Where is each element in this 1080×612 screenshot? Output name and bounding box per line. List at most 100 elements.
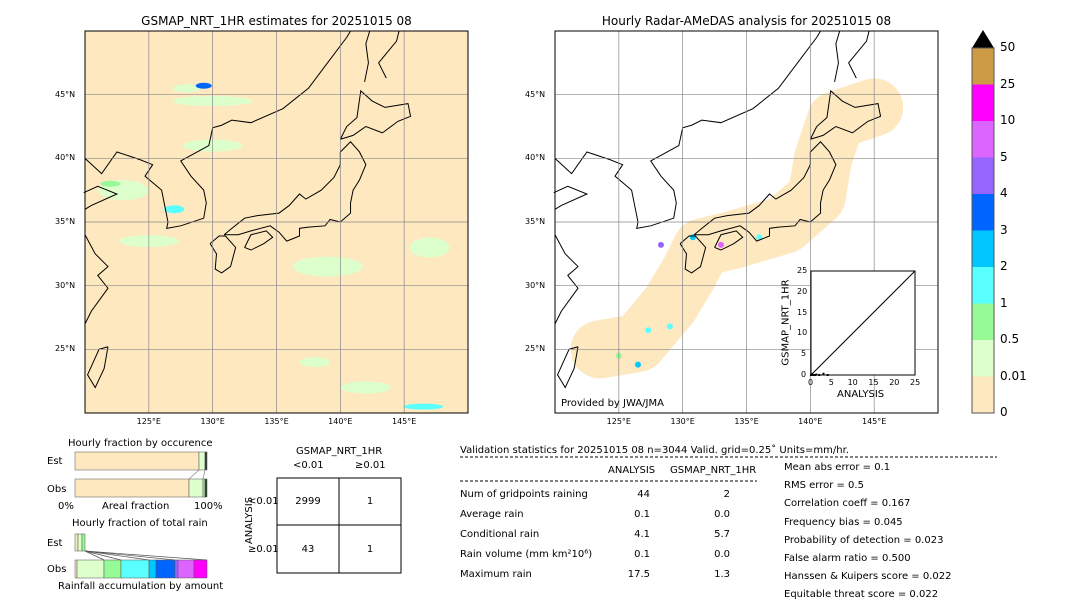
left-map-frame — [84, 30, 469, 414]
rain-patch — [100, 180, 121, 187]
colorbar-label: 25 — [1000, 76, 1016, 91]
right-lat-tick: 30°N — [525, 280, 546, 290]
colorbar-label: 2 — [1000, 259, 1008, 273]
connector — [84, 550, 176, 561]
rain-cell — [756, 234, 763, 241]
coastline — [693, 141, 837, 242]
scatter-point — [818, 374, 821, 376]
colorbar-extend-arrow — [972, 30, 994, 48]
colorbar-label: 3 — [1000, 222, 1008, 237]
stats-header: Validation statistics for 20251015 08 n=… — [460, 445, 849, 456]
coastline — [244, 230, 274, 251]
contingency-col-2: ≥0.01 — [355, 460, 386, 471]
coastline — [209, 235, 237, 274]
inset-x-tick: 0 — [808, 378, 814, 387]
bar-segment — [76, 559, 105, 579]
stats-row-analysis: 4.1 — [634, 529, 650, 540]
rain-patch — [403, 403, 444, 410]
stats-row-label: Num of gridpoints raining — [460, 489, 588, 500]
connector — [84, 550, 122, 561]
coastline — [84, 234, 109, 325]
rain-cell — [634, 361, 641, 368]
inset-x-tick: 20 — [889, 378, 900, 387]
coastline — [556, 346, 579, 389]
colorbar-label: 1 — [1000, 295, 1008, 310]
coastline — [339, 89, 412, 140]
bar-segment — [204, 451, 208, 471]
stats-score: Hanssen & Kuipers score = 0.022 — [784, 571, 952, 583]
stats-score: Mean abs error = 0.1 — [784, 462, 891, 473]
coastline — [714, 230, 744, 251]
left-lon-tick: 140°E — [328, 417, 353, 426]
occ-xmin: 0% — [58, 501, 74, 512]
colorbar-label: 4 — [1000, 186, 1008, 200]
stats-col-analysis: ANALYSIS — [608, 465, 656, 476]
scatter-point — [822, 372, 825, 375]
contingency-row-1: <0.01 — [248, 496, 279, 507]
rain-patch — [195, 82, 212, 89]
coastline — [848, 30, 870, 79]
bar-segment — [74, 478, 190, 498]
stats-score: Frequency bias = 0.045 — [784, 516, 903, 528]
colorbar-segment — [972, 340, 994, 377]
left-lon-tick: 135°E — [264, 417, 289, 426]
colorbar-label: 5 — [1000, 149, 1008, 164]
rain-patch — [340, 381, 391, 394]
colorbar-label: 0.01 — [1000, 368, 1027, 383]
bar-segment — [148, 559, 157, 579]
occ-xmax: 100% — [194, 501, 223, 512]
stats-row-analysis: 0.1 — [634, 549, 650, 560]
coastline — [364, 30, 371, 83]
coastline — [834, 30, 841, 83]
colorbar-label: 50 — [1000, 40, 1016, 54]
radar-coverage — [570, 78, 904, 379]
stats-col-gsmap: GSMAP_NRT_1HR — [670, 465, 757, 476]
colorbar-segment — [972, 194, 994, 231]
contingency-col-1: <0.01 — [293, 460, 324, 471]
left-lat-tick: 45°N — [55, 89, 76, 99]
coastline — [84, 30, 351, 229]
stats-score: RMS error = 0.5 — [784, 480, 864, 492]
contingency-title: GSMAP_NRT_1HR — [296, 446, 383, 457]
right-lon-tick: 145°E — [861, 417, 887, 426]
inset-xlabel: ANALYSIS — [837, 389, 885, 400]
stats-row-gsmap: 0.0 — [714, 509, 730, 520]
scatter-point — [814, 374, 817, 376]
stats-score: Probability of detection = 0.023 — [784, 534, 944, 546]
scatter-point — [826, 374, 829, 376]
bar-segment — [74, 451, 200, 471]
rain-cell — [657, 241, 664, 248]
colorbar-segment — [972, 376, 994, 413]
connector — [84, 550, 208, 561]
rain-cell — [645, 327, 652, 334]
colorbar-frame — [971, 47, 995, 414]
bar-segment — [204, 478, 208, 498]
coastline — [83, 185, 119, 210]
colorbar-segment — [972, 157, 994, 194]
connector — [202, 469, 206, 480]
rain-row-est: Est — [47, 538, 63, 549]
colorbar-segment — [972, 267, 994, 304]
scatter-point — [812, 374, 815, 376]
bar-segment — [202, 478, 206, 498]
occ-xlabel: Areal fraction — [102, 501, 170, 512]
cell-hit-none: 2999 — [295, 496, 321, 507]
scatter-point — [815, 373, 818, 376]
coastline — [86, 346, 109, 389]
occ-row-est: Est — [47, 456, 63, 467]
inset-scatter — [810, 270, 916, 376]
coastline — [554, 234, 579, 325]
total-rain-title: Hourly fraction of total rain — [72, 518, 208, 529]
right-lat-tick: 35°N — [525, 217, 546, 226]
left-lon-tick: 130°E — [200, 417, 225, 426]
connector — [188, 469, 200, 480]
bar-segment — [74, 533, 79, 552]
connector — [84, 550, 105, 561]
colorbar-segment — [972, 84, 994, 121]
left-lat-tick: 25°N — [55, 344, 76, 354]
colorbar-segment — [972, 303, 994, 340]
rain-xlabel: Rainfall accumulation by amount — [58, 581, 224, 592]
cell-false-alarm: 1 — [366, 496, 374, 507]
bar-segment — [193, 559, 208, 579]
contingency-row-2: ≥0.01 — [248, 544, 279, 555]
